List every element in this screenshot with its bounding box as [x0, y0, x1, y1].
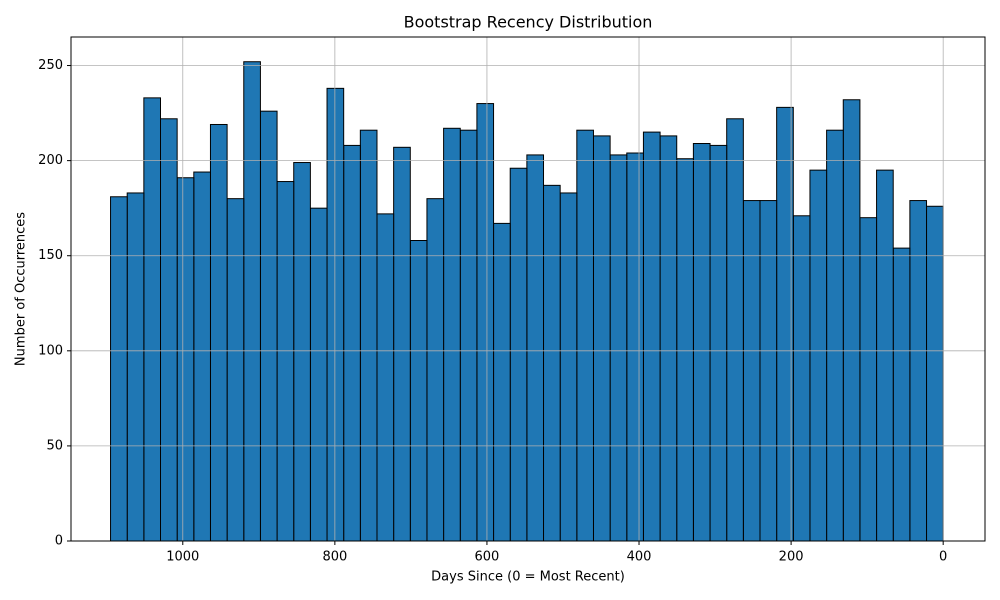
- bar: [426, 198, 445, 542]
- bar: [892, 247, 911, 542]
- bar: [126, 192, 145, 542]
- bar: [826, 129, 844, 542]
- bar: [143, 97, 161, 542]
- bar: [609, 154, 628, 542]
- bar: [476, 103, 495, 542]
- bar: [859, 217, 878, 542]
- bar: [676, 158, 694, 542]
- y-tick-label: 0: [55, 534, 63, 549]
- bar: [259, 110, 278, 542]
- bar: [526, 154, 545, 542]
- bar: [276, 181, 295, 542]
- bar: [376, 213, 395, 542]
- bar: [343, 144, 361, 542]
- bar: [459, 129, 478, 542]
- bar: [659, 135, 678, 542]
- bar: [626, 152, 644, 542]
- x-tick-label: 600: [475, 550, 500, 565]
- bar: [309, 207, 328, 542]
- y-tick-label: 150: [38, 248, 63, 263]
- x-tick-label: 400: [627, 550, 652, 565]
- bar: [209, 123, 228, 542]
- bar: [642, 131, 661, 542]
- x-tick-label: 200: [779, 550, 804, 565]
- y-tick-label: 250: [38, 58, 63, 73]
- bar: [243, 61, 261, 542]
- bar: [393, 146, 411, 542]
- bar: [409, 240, 428, 542]
- bar: [909, 200, 928, 542]
- bar: [692, 143, 711, 542]
- bar: [559, 192, 578, 542]
- y-tick-label: 100: [38, 343, 63, 358]
- bar: [576, 129, 594, 542]
- bar: [726, 118, 744, 542]
- bar: [543, 184, 561, 542]
- y-axis-label: Number of Occurrences: [14, 212, 29, 366]
- bar: [592, 135, 611, 542]
- y-tick-label: 50: [46, 438, 63, 453]
- bar: [759, 200, 778, 542]
- chart-title: Bootstrap Recency Distribution: [404, 13, 653, 32]
- bar: [493, 222, 511, 542]
- x-tick-label: 0: [939, 550, 947, 565]
- y-tick-label: 200: [38, 153, 63, 168]
- bar: [359, 129, 378, 542]
- x-tick-label: 1000: [166, 550, 199, 565]
- bar: [443, 127, 461, 542]
- bar: [226, 198, 245, 542]
- bar: [326, 87, 345, 542]
- bar: [159, 118, 178, 542]
- bar: [876, 169, 894, 542]
- bar: [293, 162, 311, 542]
- x-tick-label: 800: [322, 550, 347, 565]
- bar: [809, 169, 828, 542]
- bar: [792, 215, 811, 542]
- bar: [742, 200, 761, 542]
- bar: [509, 167, 528, 542]
- bar: [842, 99, 861, 542]
- bar: [926, 205, 944, 542]
- bar: [193, 171, 211, 542]
- bar: [709, 144, 728, 542]
- bar: [110, 196, 128, 542]
- plot-frame: [70, 36, 986, 542]
- bar: [176, 177, 195, 542]
- x-axis-label: Days Since (0 = Most Recent): [431, 570, 625, 585]
